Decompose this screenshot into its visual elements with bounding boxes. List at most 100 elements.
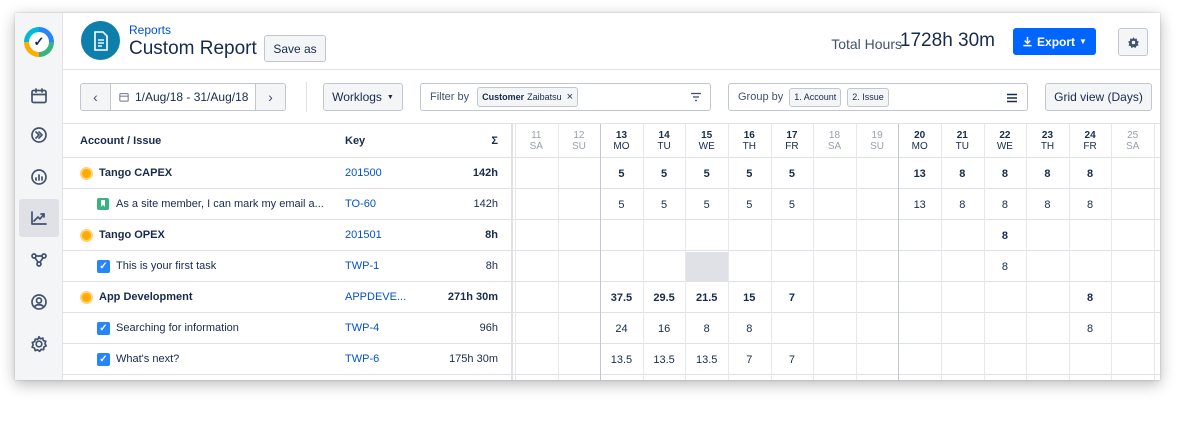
- day-cell[interactable]: [941, 344, 984, 375]
- day-cell[interactable]: [643, 251, 686, 282]
- issue-row[interactable]: ✓ Searching for information TWP-4 96h 24 16 8 8…: [63, 313, 1160, 344]
- day-cell[interactable]: 8: [1044, 198, 1051, 211]
- day-cell[interactable]: [856, 344, 899, 375]
- row-key-link[interactable]: TWP-4: [345, 322, 380, 334]
- day-cell[interactable]: 5: [703, 167, 710, 180]
- row-key-link[interactable]: APPDEVE...: [345, 291, 407, 303]
- menu-icon[interactable]: [1006, 93, 1018, 103]
- day-cell[interactable]: [1111, 220, 1154, 251]
- day-cell[interactable]: [856, 313, 899, 344]
- column-header-key[interactable]: Key: [345, 134, 366, 147]
- day-cell[interactable]: [813, 313, 856, 344]
- day-cell[interactable]: [984, 344, 1027, 375]
- account-row[interactable]: Tango CAPEX 201500 142h 5 5 5 5 5 13 8 8 8 8: [63, 158, 1160, 189]
- day-cell[interactable]: 8: [1087, 322, 1094, 335]
- day-cell[interactable]: [1026, 220, 1069, 251]
- day-cell[interactable]: [1111, 313, 1154, 344]
- day-cell[interactable]: [813, 251, 856, 282]
- day-cell[interactable]: [941, 251, 984, 282]
- day-cell[interactable]: 13.5: [695, 353, 718, 366]
- day-cell[interactable]: [600, 220, 643, 251]
- day-cell[interactable]: 5: [703, 198, 710, 211]
- close-icon[interactable]: ×: [566, 91, 574, 103]
- day-cell[interactable]: [558, 189, 601, 220]
- day-cell[interactable]: 5: [788, 198, 795, 211]
- day-cell[interactable]: 8: [1044, 167, 1051, 180]
- day-cell[interactable]: [813, 189, 856, 220]
- day-cell[interactable]: [813, 344, 856, 375]
- issue-row[interactable]: ✓ What's next? TWP-6 175h 30m 13.5 13.5 13.5 7 7: [63, 344, 1160, 375]
- day-cell[interactable]: [813, 158, 856, 189]
- day-cell[interactable]: [1111, 158, 1154, 189]
- integrations-icon[interactable]: [19, 241, 59, 279]
- day-cell[interactable]: 5: [618, 167, 625, 180]
- day-cell[interactable]: [515, 220, 558, 251]
- day-cell[interactable]: [771, 251, 814, 282]
- day-cell[interactable]: [1069, 344, 1112, 375]
- day-cell[interactable]: [813, 282, 856, 313]
- day-cell[interactable]: [558, 344, 601, 375]
- day-cell[interactable]: 8: [959, 167, 966, 180]
- day-cell[interactable]: 5: [788, 167, 795, 180]
- day-cell[interactable]: [856, 282, 899, 313]
- day-cell[interactable]: 16: [657, 322, 671, 335]
- group-chip-issue[interactable]: 2. Issue: [847, 87, 889, 107]
- day-cell[interactable]: 8: [746, 322, 753, 335]
- day-cell[interactable]: 13.5: [653, 353, 675, 366]
- day-cell[interactable]: 29.5: [653, 291, 675, 304]
- selected-cell[interactable]: [686, 252, 728, 282]
- grid-view-button[interactable]: Grid view (Days): [1045, 83, 1152, 111]
- day-cell[interactable]: [558, 220, 601, 251]
- day-cell[interactable]: [515, 189, 558, 220]
- row-name[interactable]: App Development: [99, 291, 193, 303]
- day-cell[interactable]: [771, 220, 814, 251]
- row-name[interactable]: This is your first task: [116, 260, 217, 272]
- day-cell[interactable]: 5: [746, 167, 753, 180]
- app-logo[interactable]: ✓: [24, 27, 54, 57]
- day-cell[interactable]: 5: [661, 198, 668, 211]
- day-cell[interactable]: [984, 313, 1027, 344]
- day-cell[interactable]: 8: [1001, 167, 1008, 180]
- day-cell[interactable]: 5: [661, 167, 668, 180]
- breadcrumb[interactable]: Reports: [129, 23, 172, 37]
- day-cell[interactable]: 8: [1001, 229, 1008, 242]
- day-cell[interactable]: 7: [788, 353, 795, 366]
- day-cell[interactable]: [771, 313, 814, 344]
- day-cell[interactable]: [685, 220, 728, 251]
- day-cell[interactable]: [558, 251, 601, 282]
- dashboard-icon[interactable]: [19, 158, 59, 196]
- day-cell[interactable]: [856, 251, 899, 282]
- day-cell[interactable]: [856, 220, 899, 251]
- column-header-sum[interactable]: Σ: [491, 134, 498, 147]
- day-cell[interactable]: 8: [1001, 260, 1008, 273]
- column-header-account[interactable]: Account / Issue: [80, 134, 162, 147]
- day-cell[interactable]: 5: [618, 198, 625, 211]
- day-cell[interactable]: [1026, 251, 1069, 282]
- user-icon[interactable]: [19, 283, 59, 321]
- day-cell[interactable]: [1111, 282, 1154, 313]
- account-row[interactable]: Tango OPEX 201501 8h 8: [63, 220, 1160, 251]
- day-cell[interactable]: [1026, 344, 1069, 375]
- day-cell[interactable]: [1111, 251, 1154, 282]
- row-name[interactable]: Tango CAPEX: [99, 167, 173, 179]
- filter-chip[interactable]: Customer Zaibatsu ×: [477, 87, 579, 107]
- day-cell[interactable]: [558, 158, 601, 189]
- day-cell[interactable]: [558, 313, 601, 344]
- day-cell[interactable]: [1069, 220, 1112, 251]
- row-key-link[interactable]: 201500: [345, 167, 382, 179]
- day-cell[interactable]: [515, 251, 558, 282]
- gear-icon[interactable]: [19, 325, 59, 363]
- day-cell[interactable]: [1111, 344, 1154, 375]
- day-cell[interactable]: 8: [1087, 198, 1094, 211]
- day-cell[interactable]: [515, 282, 558, 313]
- day-cell[interactable]: [558, 282, 601, 313]
- filter-icon[interactable]: [690, 92, 702, 102]
- group-chip-account[interactable]: 1. Account: [789, 87, 842, 107]
- day-cell[interactable]: [1111, 189, 1154, 220]
- day-cell[interactable]: 13: [913, 198, 926, 211]
- day-cell[interactable]: [515, 313, 558, 344]
- row-key-link[interactable]: TO-60: [345, 198, 376, 210]
- day-cell[interactable]: [898, 313, 941, 344]
- row-key-link[interactable]: TWP-6: [345, 353, 380, 365]
- day-cell[interactable]: 8: [1001, 198, 1008, 211]
